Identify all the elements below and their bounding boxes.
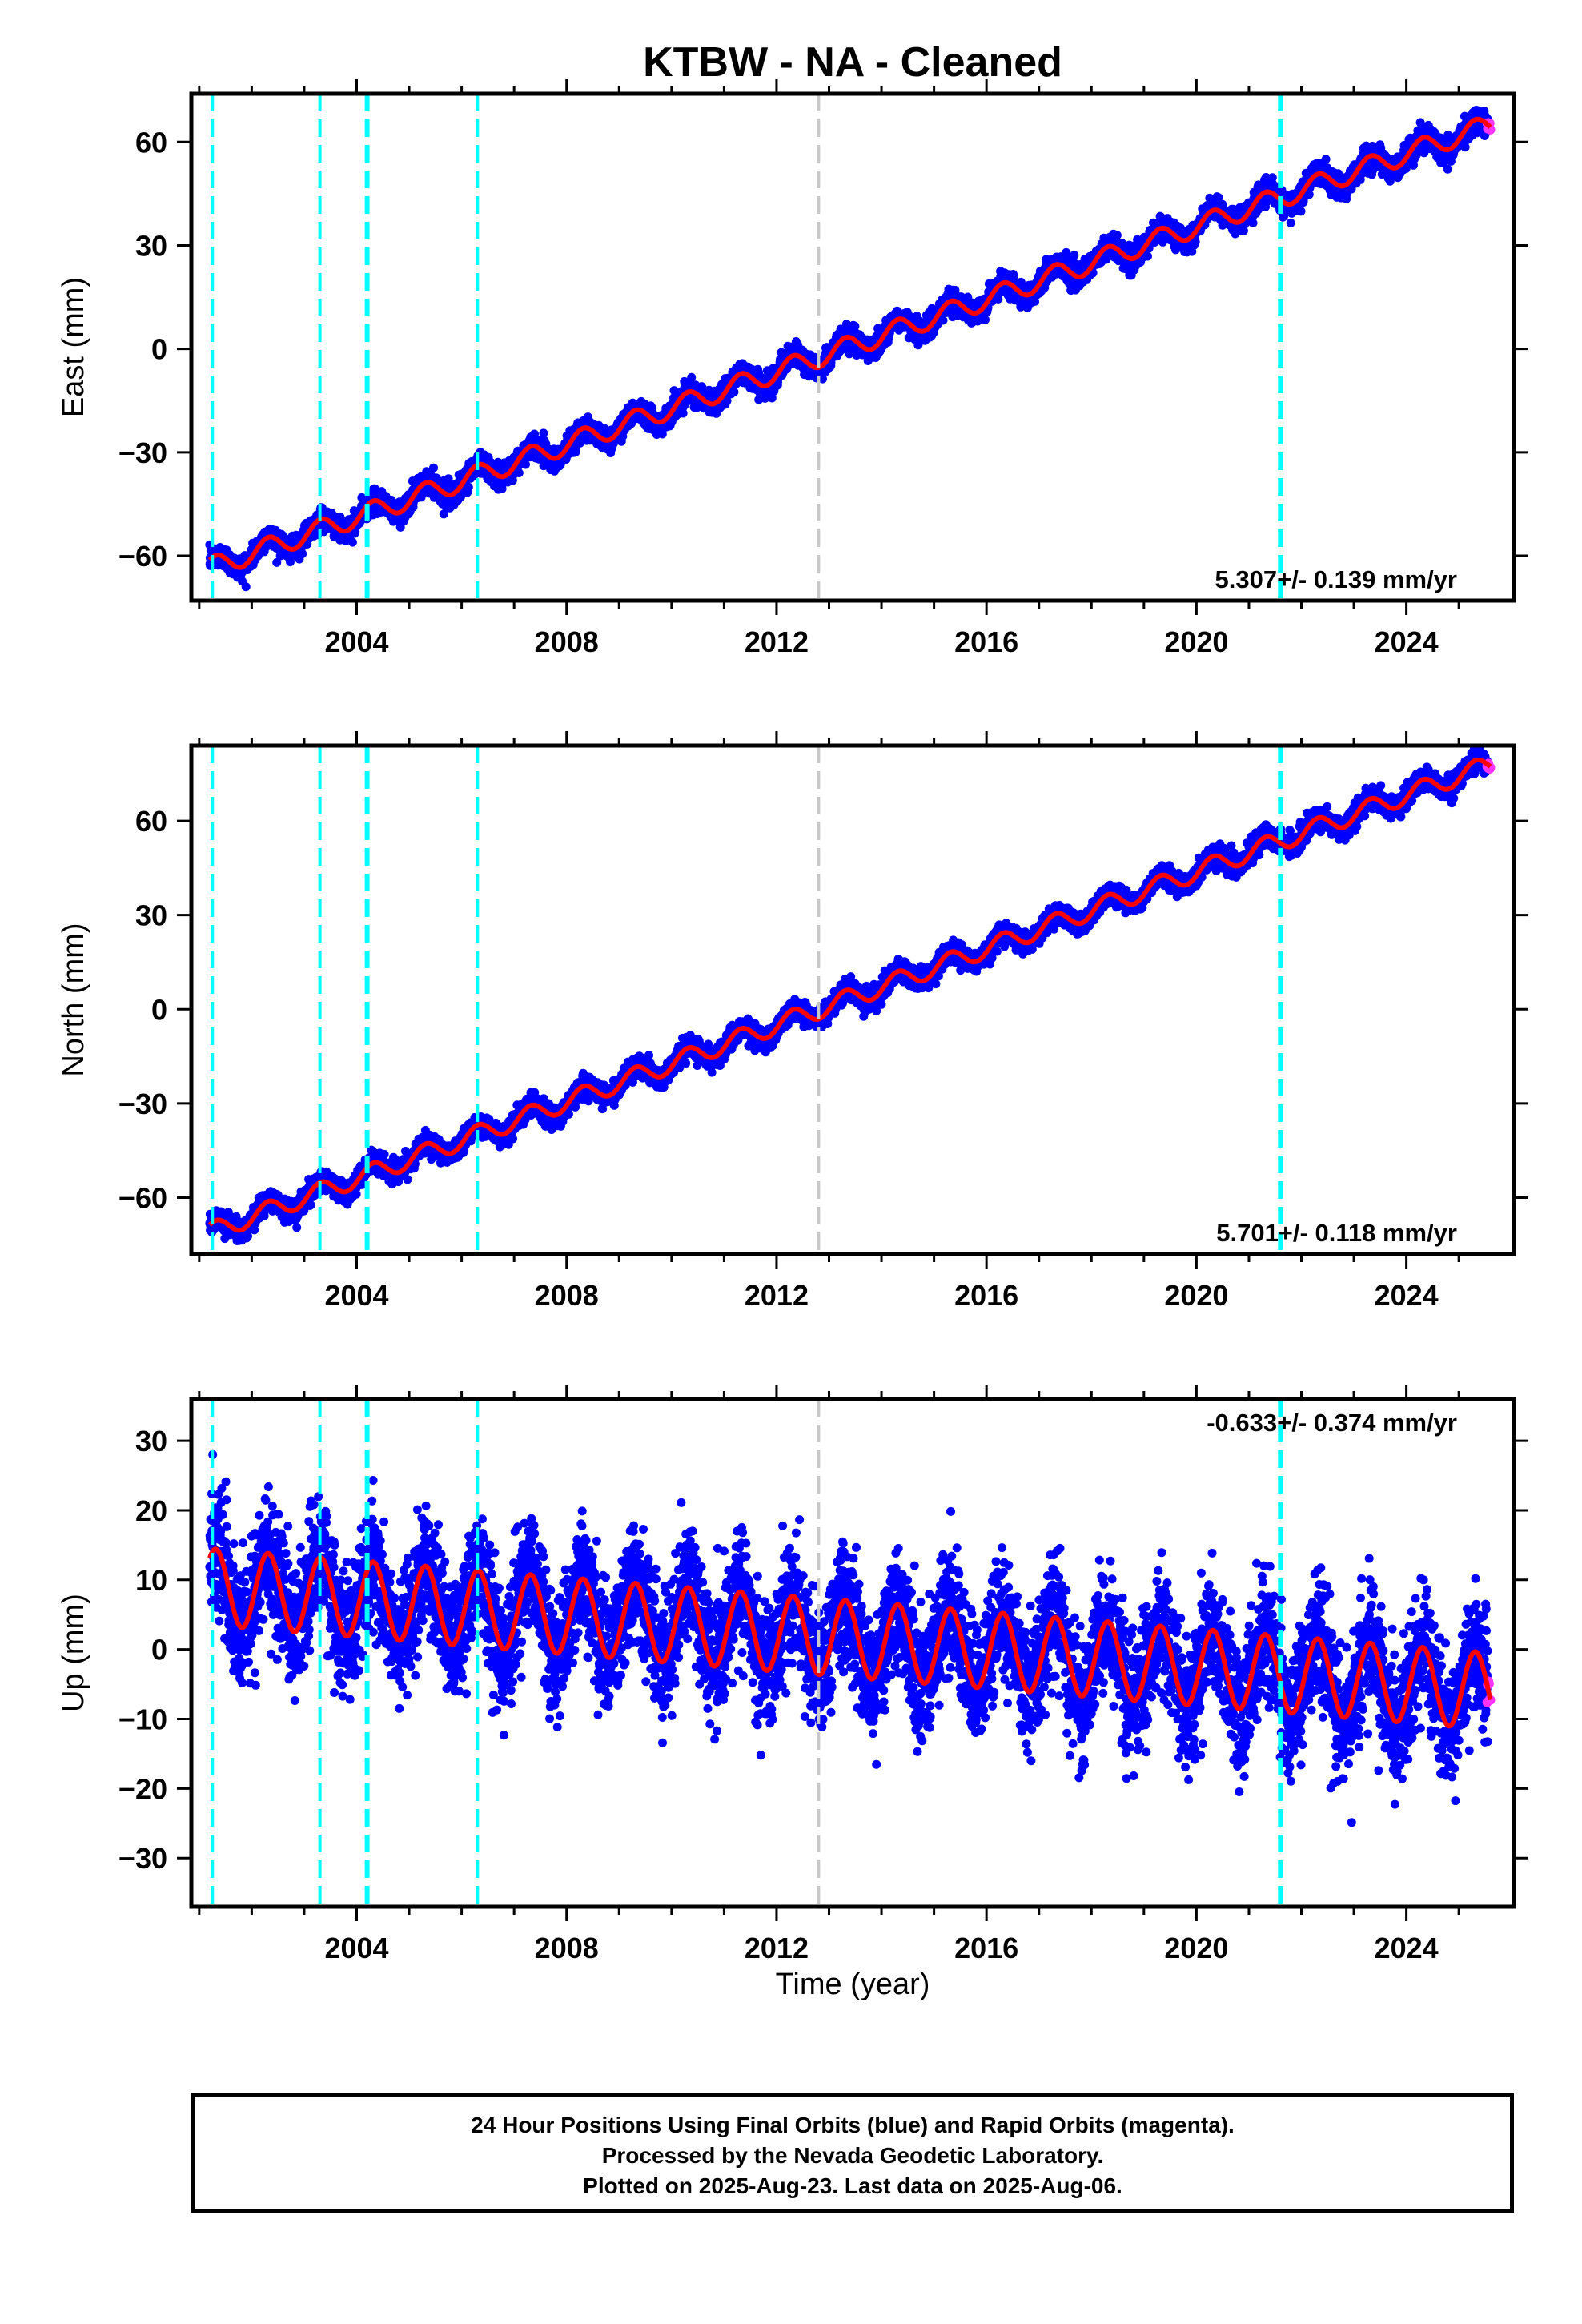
east-data-point (539, 428, 548, 438)
east-data-point (514, 468, 524, 477)
east-data-point (241, 582, 251, 592)
east-data-point (1112, 231, 1122, 240)
east-data-point (981, 315, 990, 324)
east-final-orbit-points (205, 106, 1492, 592)
east-data-point (298, 549, 307, 558)
east-data-point (429, 463, 438, 472)
east-plot-area (205, 106, 1496, 592)
east-data-point (1070, 251, 1079, 260)
chart-title: KTBW - NA - Cleaned (643, 39, 1062, 86)
east-data-point (347, 537, 357, 547)
east-data-point (497, 484, 507, 493)
east-data-point (994, 294, 1003, 304)
east-data-point (464, 482, 473, 492)
east-data-point (729, 388, 739, 396)
east-data-point (272, 557, 282, 567)
panel-east: 2004 2008 2012 2016 2020 2024−60−3003060East … (57, 79, 1528, 658)
east-data-point (938, 316, 948, 325)
